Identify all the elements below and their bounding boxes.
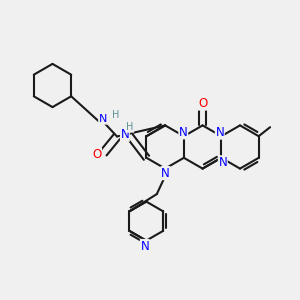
Text: H: H	[126, 122, 134, 132]
Text: N: N	[121, 128, 129, 141]
Text: N: N	[140, 239, 149, 253]
Text: N: N	[215, 126, 224, 139]
Text: N: N	[179, 126, 188, 139]
Text: H: H	[112, 110, 119, 120]
Text: O: O	[198, 97, 207, 110]
Text: O: O	[92, 148, 101, 161]
Text: N: N	[218, 156, 227, 169]
Text: N: N	[99, 114, 107, 124]
Text: N: N	[161, 167, 170, 180]
